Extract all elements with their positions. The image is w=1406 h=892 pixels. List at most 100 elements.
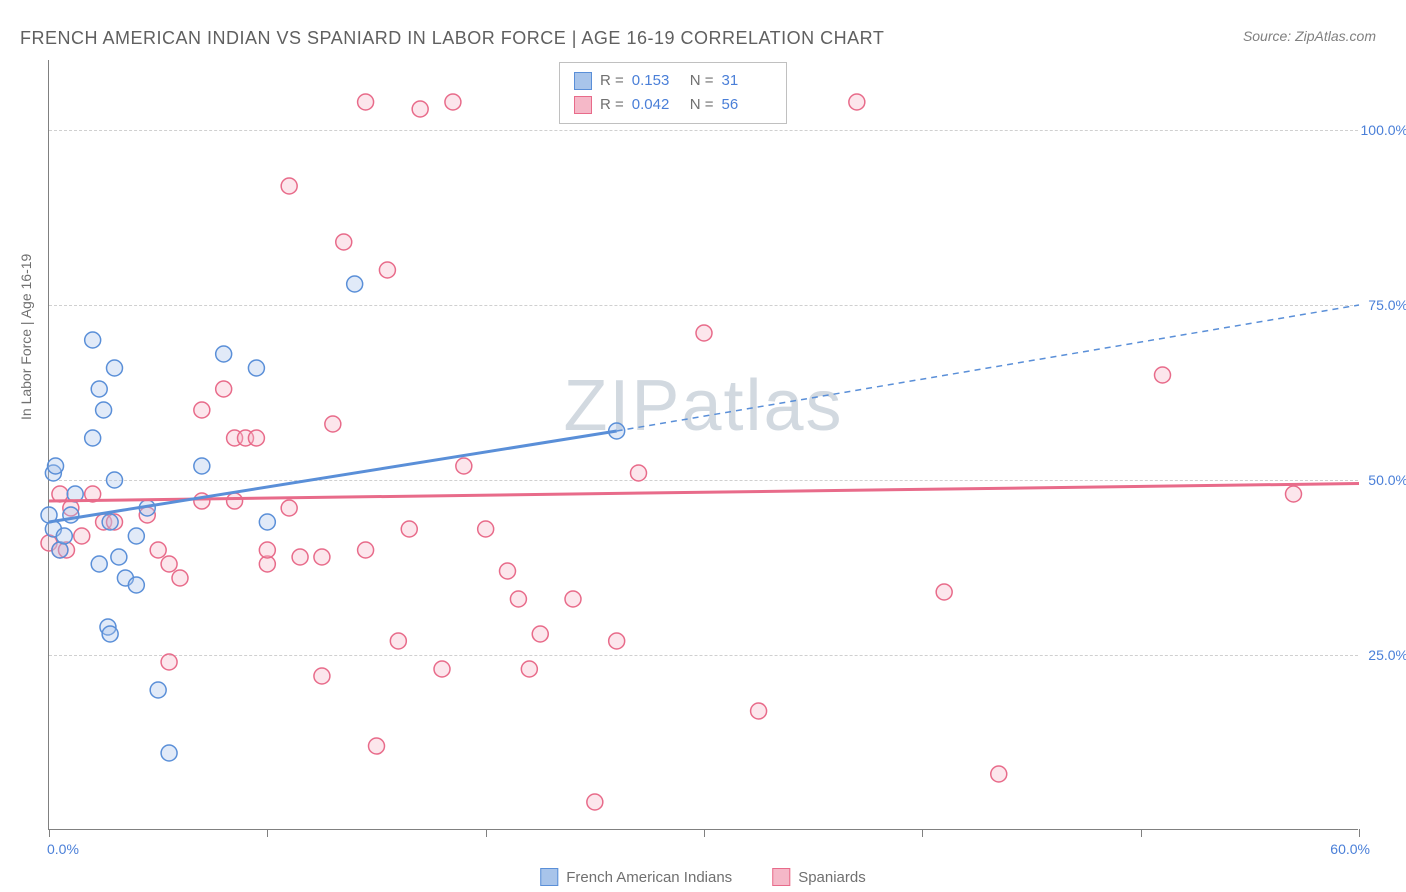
data-point	[85, 332, 101, 348]
stats-legend: R = 0.153 N = 31 R = 0.042 N = 56	[559, 62, 787, 124]
data-point	[1286, 486, 1302, 502]
data-point	[216, 346, 232, 362]
x-axis-label-right: 60.0%	[1330, 841, 1370, 857]
data-point	[1155, 367, 1171, 383]
chart-title: FRENCH AMERICAN INDIAN VS SPANIARD IN LA…	[20, 28, 884, 49]
data-point	[74, 528, 90, 544]
source-attribution: Source: ZipAtlas.com	[1243, 28, 1376, 44]
x-tick	[486, 829, 487, 837]
data-point	[587, 794, 603, 810]
stats-row-1: R = 0.042 N = 56	[574, 93, 772, 117]
data-point	[478, 521, 494, 537]
data-point	[358, 542, 374, 558]
data-point	[91, 556, 107, 572]
data-point	[107, 472, 123, 488]
data-point	[631, 465, 647, 481]
data-point	[991, 766, 1007, 782]
x-tick	[1141, 829, 1142, 837]
data-point	[292, 549, 308, 565]
data-point	[56, 528, 72, 544]
data-point	[107, 360, 123, 376]
data-point	[434, 661, 450, 677]
n-label: N =	[690, 93, 714, 117]
n-value-1: 56	[722, 93, 772, 117]
trend-line	[49, 484, 1359, 502]
r-value-0: 0.153	[632, 69, 682, 93]
y-tick-label: 100.0%	[1361, 122, 1406, 138]
data-point	[259, 514, 275, 530]
data-point	[347, 276, 363, 292]
data-point	[216, 381, 232, 397]
data-point	[194, 402, 210, 418]
data-point	[390, 633, 406, 649]
x-tick	[267, 829, 268, 837]
data-point	[102, 514, 118, 530]
data-point	[96, 402, 112, 418]
data-point	[128, 528, 144, 544]
stats-row-0: R = 0.153 N = 31	[574, 69, 772, 93]
data-point	[696, 325, 712, 341]
data-point	[936, 584, 952, 600]
data-point	[358, 94, 374, 110]
data-point	[314, 549, 330, 565]
series-legend: French American Indians Spaniards	[540, 868, 865, 886]
data-point	[609, 633, 625, 649]
data-point	[161, 745, 177, 761]
y-axis-label: In Labor Force | Age 16-19	[18, 254, 34, 420]
data-point	[369, 738, 385, 754]
legend-swatch-0	[540, 868, 558, 886]
data-point	[161, 654, 177, 670]
x-tick	[1359, 829, 1360, 837]
data-point	[128, 577, 144, 593]
n-label: N =	[690, 69, 714, 93]
data-point	[336, 234, 352, 250]
x-tick	[49, 829, 50, 837]
data-point	[91, 381, 107, 397]
data-point	[379, 262, 395, 278]
r-label: R =	[600, 93, 624, 117]
data-point	[445, 94, 461, 110]
data-point	[401, 521, 417, 537]
data-point	[48, 458, 64, 474]
y-tick-label: 50.0%	[1368, 472, 1406, 488]
legend-swatch-1	[772, 868, 790, 886]
data-point	[150, 542, 166, 558]
x-tick	[704, 829, 705, 837]
data-point	[281, 178, 297, 194]
data-point	[161, 556, 177, 572]
data-point	[111, 549, 127, 565]
legend-label-0: French American Indians	[566, 869, 732, 886]
swatch-series-1	[574, 96, 592, 114]
n-value-0: 31	[722, 69, 772, 93]
data-point	[227, 493, 243, 509]
data-point	[325, 416, 341, 432]
data-point	[521, 661, 537, 677]
data-point	[150, 682, 166, 698]
trend-line	[49, 431, 617, 522]
r-value-1: 0.042	[632, 93, 682, 117]
legend-label-1: Spaniards	[798, 869, 866, 886]
y-tick-label: 75.0%	[1368, 297, 1406, 313]
data-point	[194, 458, 210, 474]
data-point	[456, 458, 472, 474]
data-point	[849, 94, 865, 110]
legend-item-0: French American Indians	[540, 868, 732, 886]
plot-area: ZIPatlas 25.0%50.0%75.0%100.0% R = 0.153…	[48, 60, 1358, 830]
data-point	[248, 360, 264, 376]
swatch-series-0	[574, 72, 592, 90]
data-point	[565, 591, 581, 607]
data-point	[532, 626, 548, 642]
data-point	[248, 430, 264, 446]
legend-item-1: Spaniards	[772, 868, 866, 886]
r-label: R =	[600, 69, 624, 93]
y-tick-label: 25.0%	[1368, 647, 1406, 663]
data-point	[281, 500, 297, 516]
plot-svg	[49, 60, 1358, 829]
data-point	[85, 430, 101, 446]
data-point	[751, 703, 767, 719]
data-point	[500, 563, 516, 579]
x-tick	[922, 829, 923, 837]
x-axis-label-left: 0.0%	[47, 841, 79, 857]
trend-line-extrapolated	[617, 305, 1359, 431]
data-point	[102, 626, 118, 642]
